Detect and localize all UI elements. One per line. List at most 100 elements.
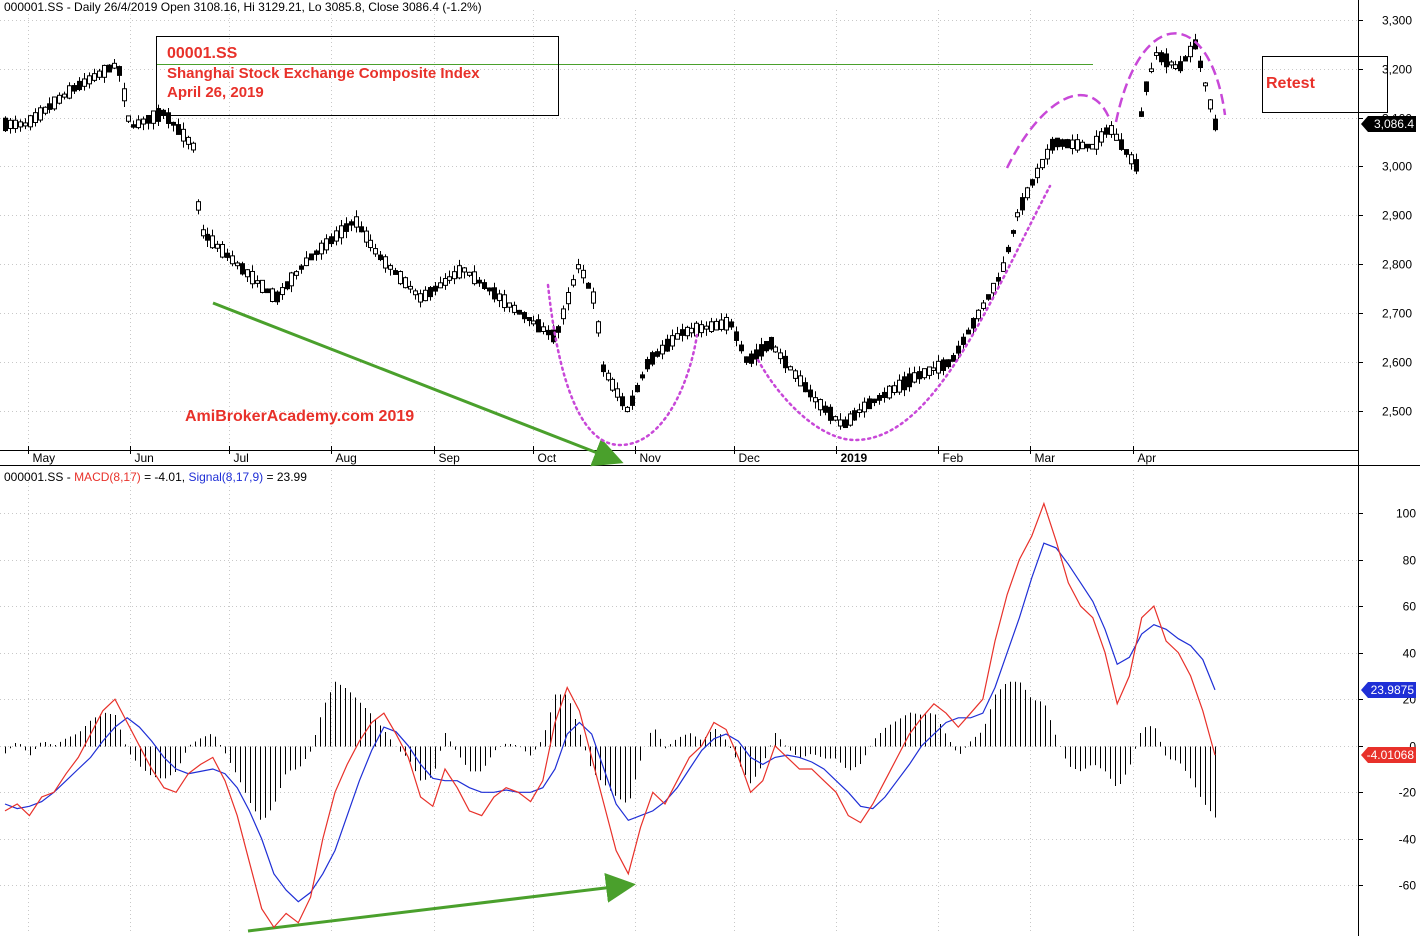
candle-body xyxy=(502,294,507,309)
candle-body xyxy=(546,329,551,336)
candle-body xyxy=(62,93,67,98)
macd-tick-label: 100 xyxy=(1396,507,1416,521)
candle-body xyxy=(640,374,645,379)
candle-body xyxy=(354,216,359,228)
month-label: Sep xyxy=(439,451,461,465)
candle-body xyxy=(1203,82,1208,87)
candle-body xyxy=(660,344,665,355)
candle-body xyxy=(655,351,660,357)
price-downtrend-arrow xyxy=(212,301,624,467)
candle-body xyxy=(285,281,290,290)
candle-body xyxy=(334,230,339,242)
macd-header-value: = -4.01, xyxy=(140,470,189,484)
candle-body xyxy=(630,395,635,406)
candle-body xyxy=(818,399,823,411)
month-label: Mar xyxy=(1035,451,1056,465)
candle-body xyxy=(615,388,620,398)
candle-body xyxy=(452,271,457,280)
price-tick-label: 3,200 xyxy=(1382,63,1412,77)
candle-body xyxy=(798,375,803,387)
candle-body xyxy=(941,359,946,371)
signal-header-label: Signal(8,17,9) xyxy=(188,470,264,484)
candle-body xyxy=(433,285,438,292)
candle-body xyxy=(862,401,867,413)
candle-body xyxy=(250,270,255,285)
candle-body xyxy=(1119,139,1124,150)
candle-body xyxy=(606,372,611,381)
candle-body xyxy=(215,243,220,249)
candle-body xyxy=(936,360,941,374)
candle-body xyxy=(117,66,122,76)
price-tick-label: 2,500 xyxy=(1382,405,1412,419)
candle-body xyxy=(270,288,275,302)
month-label: 2019 xyxy=(841,451,868,465)
macd-tick-label: -60 xyxy=(1399,879,1417,893)
price-tick-label: 2,900 xyxy=(1382,209,1412,223)
candle-body xyxy=(808,389,813,398)
brand-watermark: AmiBrokerAcademy.com 2019 xyxy=(185,408,415,425)
candle-body xyxy=(447,276,452,281)
signal-value-tag: 23.9875 xyxy=(1371,683,1415,697)
candle-body xyxy=(907,373,912,388)
candle-body xyxy=(650,352,655,365)
macd-tick-label: 60 xyxy=(1403,600,1417,614)
candle-body xyxy=(28,115,33,128)
candle-body xyxy=(23,122,28,127)
candle-body xyxy=(428,287,433,298)
candle-body xyxy=(102,64,107,78)
candle-body xyxy=(739,344,744,352)
candle-body xyxy=(1070,139,1075,150)
macd-value-tag: -4.01068 xyxy=(1367,748,1415,762)
candle-body xyxy=(107,64,112,73)
candle-body xyxy=(1169,61,1174,66)
candle-body xyxy=(33,112,38,124)
candle-body xyxy=(82,78,87,87)
candle-body xyxy=(823,405,828,413)
candle-body xyxy=(882,391,887,399)
candle-body xyxy=(1050,138,1055,151)
price-pane-header: 000001.SS - Daily 26/4/2019 Open 3108.16… xyxy=(4,0,482,14)
annotation-date: April 26, 2019 xyxy=(167,84,264,101)
macd-tick-label: 40 xyxy=(1403,647,1417,661)
annotation-index-name: Shanghai Stock Exchange Composite Index xyxy=(167,65,480,82)
signal-header-value: = 23.99 xyxy=(263,470,307,484)
candle-body xyxy=(131,124,136,128)
month-label: Jun xyxy=(135,451,154,465)
candle-body xyxy=(581,269,586,279)
candle-body xyxy=(927,366,932,376)
candle-body xyxy=(423,289,428,302)
candle-body xyxy=(986,294,991,300)
candle-body xyxy=(596,321,601,334)
candle-body xyxy=(319,242,324,255)
price-tick-label: 2,600 xyxy=(1382,356,1412,370)
annotation-overlays xyxy=(156,32,1227,933)
candle-body xyxy=(383,256,388,269)
candle-body xyxy=(902,376,907,391)
last-price-tag-bg xyxy=(1361,116,1416,132)
retest-label: Retest xyxy=(1266,75,1315,92)
candle-body xyxy=(838,419,843,427)
candle-body xyxy=(329,236,334,245)
candle-body xyxy=(610,378,615,391)
candle-body xyxy=(709,321,714,333)
candle-body xyxy=(601,364,606,373)
candle-body xyxy=(299,265,304,270)
macd-lines xyxy=(4,501,1216,929)
candle-body xyxy=(536,319,541,333)
candle-body xyxy=(1060,139,1065,147)
candle-body xyxy=(186,136,191,145)
candle-body xyxy=(47,103,52,110)
candle-body xyxy=(665,338,670,352)
retest-box: Retest xyxy=(1262,56,1388,113)
candle-body xyxy=(872,398,877,404)
macd-tick-label: -20 xyxy=(1399,786,1417,800)
candle-body xyxy=(788,366,793,371)
candle-body xyxy=(749,353,754,364)
macd-pane-header: 000001.SS - MACD(8,17) = -4.01, Signal(8… xyxy=(4,470,307,484)
month-label: May xyxy=(33,451,56,465)
candle-body xyxy=(497,293,502,302)
candle-body xyxy=(833,416,838,421)
candle-body xyxy=(136,119,141,129)
candle-body xyxy=(793,370,798,379)
last-price-tag: 3,086.4 xyxy=(1374,117,1414,131)
